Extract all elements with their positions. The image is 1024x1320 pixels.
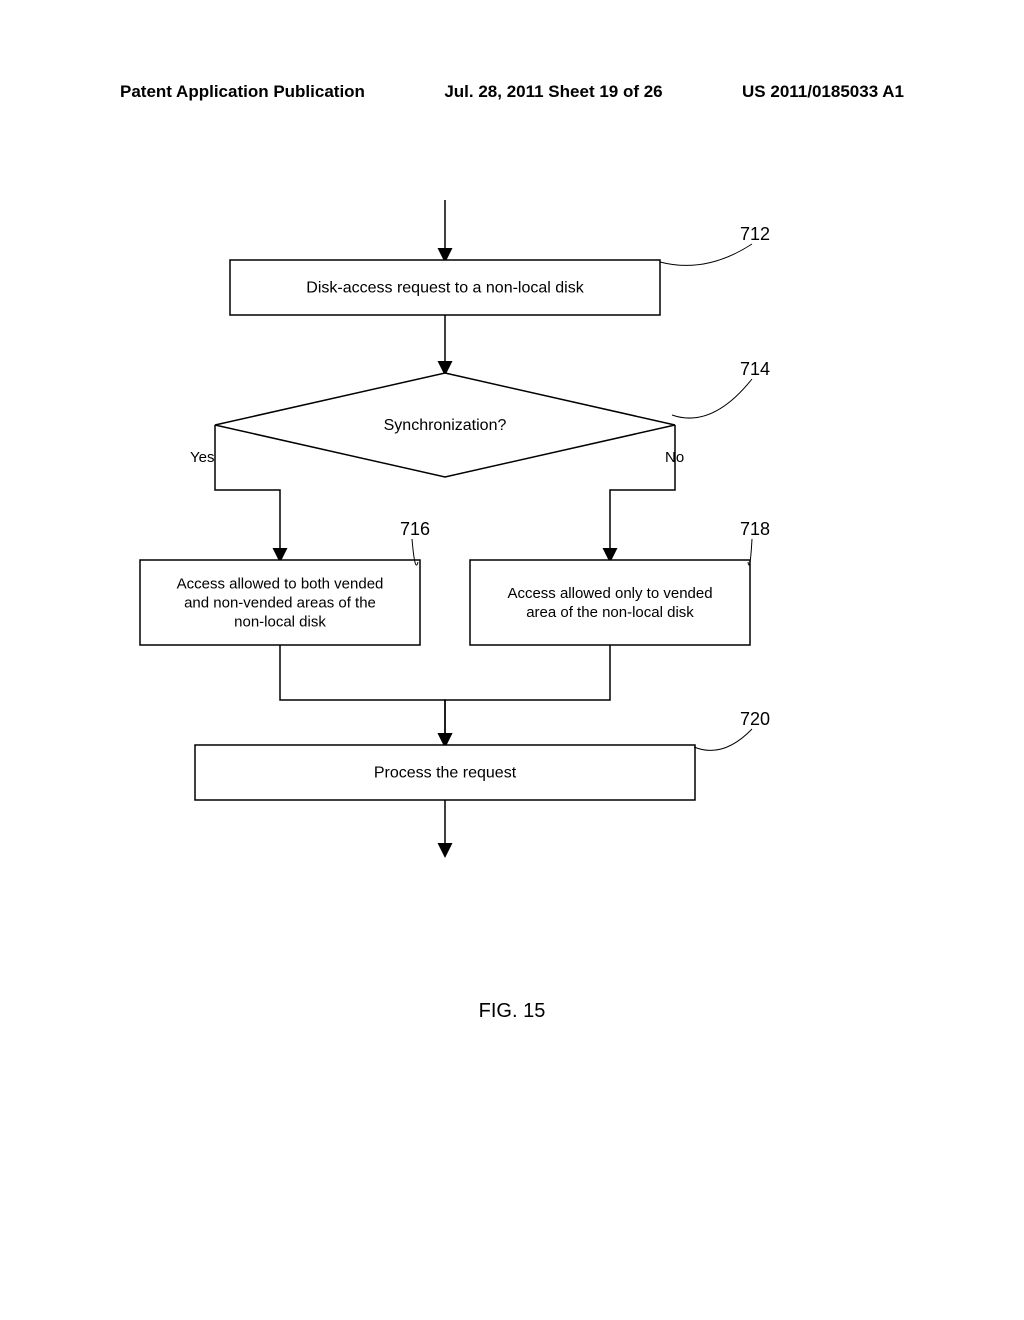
svg-text:Access allowed to both vended: Access allowed to both vended [177,576,384,593]
svg-text:Synchronization?: Synchronization? [384,417,507,434]
page-header: Patent Application Publication Jul. 28, … [0,82,1024,102]
svg-text:720: 720 [740,709,770,729]
flowchart-svg: Disk-access request to a non-local disk 7… [0,200,1024,1100]
svg-text:714: 714 [740,359,770,379]
figure-caption: FIG. 15 [0,1000,1024,1023]
header-left: Patent Application Publication [120,82,365,102]
svg-text:non-local disk: non-local disk [234,614,326,631]
svg-text:Access allowed only to vended: Access allowed only to vended [507,585,712,602]
svg-text:712: 712 [740,224,770,244]
svg-text:Process the request: Process the request [374,765,517,782]
svg-text:Disk-access request to a non-l: Disk-access request to a non-local disk [306,280,584,297]
svg-text:and non-vended areas of the: and non-vended areas of the [184,595,376,612]
header-center: Jul. 28, 2011 Sheet 19 of 26 [444,82,662,102]
svg-text:Yes: Yes [190,449,214,466]
svg-text:area of the non-local disk: area of the non-local disk [526,604,694,621]
header-right: US 2011/0185033 A1 [742,82,904,102]
svg-text:718: 718 [740,519,770,539]
svg-text:No: No [665,449,684,466]
svg-text:716: 716 [400,519,430,539]
